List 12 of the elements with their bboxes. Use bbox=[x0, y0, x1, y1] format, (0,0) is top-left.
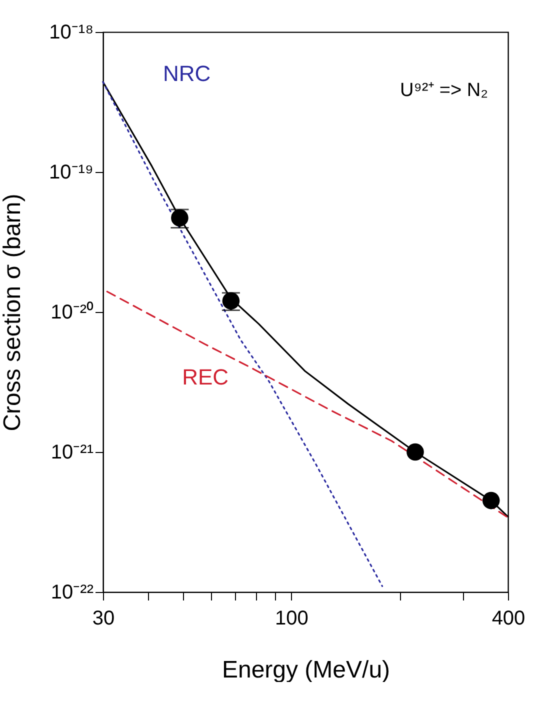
y-axis-title: Cross section σ (barn) bbox=[0, 194, 26, 432]
series-label: REC bbox=[182, 364, 229, 390]
y-tick-label: 10⁻¹⁹ bbox=[49, 162, 94, 184]
x-tick-label: 30 bbox=[92, 608, 115, 630]
y-tick-label: 10⁻²⁰ bbox=[50, 300, 94, 324]
x-tick-label: 100 bbox=[275, 608, 308, 630]
text: NRC bbox=[163, 60, 211, 86]
annotation: U⁹²⁺ => N₂ bbox=[400, 80, 488, 101]
y-tick-label: 10⁻²¹ bbox=[50, 442, 94, 464]
y-tick-label: 10⁻²² bbox=[50, 582, 94, 604]
x-tick-label: 400 bbox=[492, 608, 526, 630]
y-tick-label: 10⁻¹⁸ bbox=[49, 22, 94, 44]
